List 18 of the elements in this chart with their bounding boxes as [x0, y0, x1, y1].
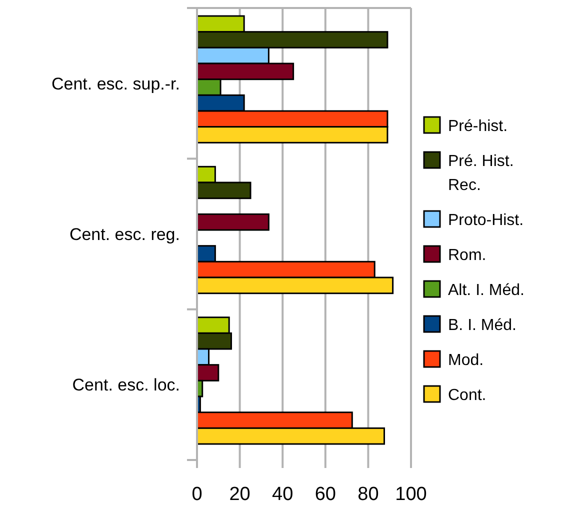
- legend-label: Pré. Hist. Rec.: [448, 153, 514, 194]
- x-tick-label: 60: [314, 484, 336, 505]
- x-tick-label: 0: [192, 484, 202, 505]
- bar: [196, 213, 270, 231]
- x-tick-label: 40: [272, 484, 294, 505]
- legend-label: Pré-hist.: [448, 118, 508, 135]
- x-tick-label: 20: [229, 484, 250, 505]
- legend-label: Cont.: [448, 387, 486, 404]
- x-tick-label: 100: [395, 484, 427, 505]
- y-tick-label: Cent. esc. reg.: [69, 225, 180, 244]
- legend-label: Proto-Hist.: [448, 212, 524, 229]
- legend-label: Mod.: [448, 352, 484, 369]
- y-tick-label: Cent. esc. loc.: [72, 376, 180, 395]
- y-tick-label: Cent. esc. sup.-r.: [52, 74, 180, 94]
- legend-label: Alt. I. Méd.: [448, 282, 524, 299]
- legend-label: Rom.: [448, 247, 486, 264]
- x-tick-label: 80: [358, 484, 379, 505]
- legend-label: B. I. Méd.: [448, 317, 516, 334]
